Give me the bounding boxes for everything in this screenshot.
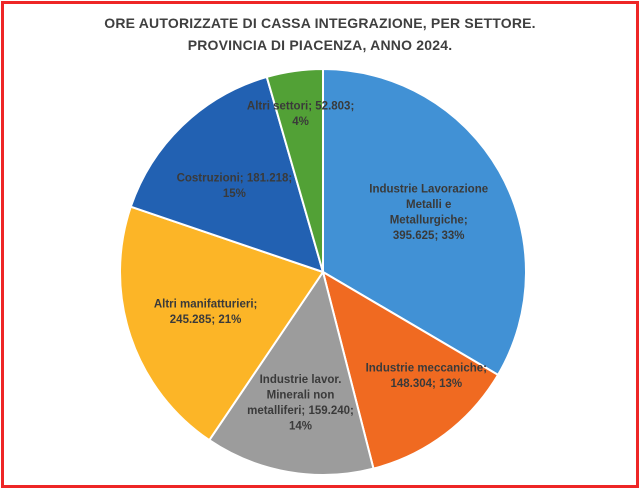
chart-title: ORE AUTORIZZATE DI CASSA INTEGRAZIONE, P… bbox=[0, 12, 640, 56]
pie-slice-label: Industrie meccaniche; 148.304; 13% bbox=[366, 363, 487, 391]
pie-slice-3 bbox=[208, 271, 375, 476]
pie-slice-label: Industrie Lavorazione Metalli e Metallurgi… bbox=[369, 183, 488, 242]
pie-slice-4 bbox=[119, 205, 324, 442]
pie-slice-label: Altri settori; 52.803; 4% bbox=[247, 101, 354, 129]
pie-slice-label: Costruzioni; 181.218; 15% bbox=[177, 173, 293, 201]
chart-title-line-2: PROVINCIA DI PIACENZA, ANNO 2024. bbox=[187, 37, 453, 53]
pie-slice-1 bbox=[322, 68, 528, 376]
pie-slice-label: Altri manifatturieri; 245.285; 21% bbox=[154, 299, 258, 327]
pie-slice-label: Industrie lavor. Minerali non metalliferi;… bbox=[247, 374, 354, 433]
pie-slice-6 bbox=[265, 68, 324, 273]
chart-title-line-1: ORE AUTORIZZATE DI CASSA INTEGRAZIONE, P… bbox=[104, 15, 536, 31]
pie-slice-2 bbox=[322, 271, 500, 470]
pie-slice-5 bbox=[129, 75, 324, 273]
